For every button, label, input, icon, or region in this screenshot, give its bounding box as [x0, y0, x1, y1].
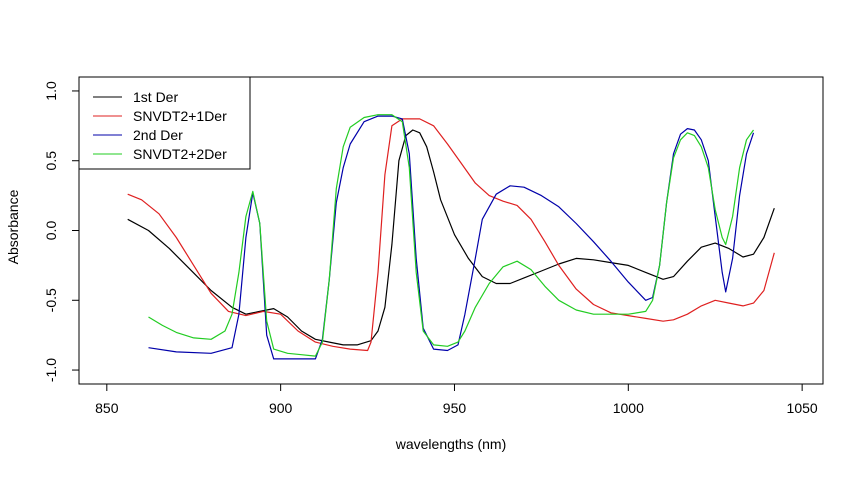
- y-axis-label: Absorbance: [5, 189, 21, 264]
- legend-label-snvdt2-2der: SNVDT2+2Der: [133, 146, 227, 162]
- x-axis-label: wavelengths (nm): [395, 436, 507, 452]
- y-axis: -1.0 -0.5 0.0 0.5 1.0: [43, 81, 80, 382]
- legend-label-1st-der: 1st Der: [133, 89, 178, 105]
- legend: 1st Der SNVDT2+1Der 2nd Der SNVDT2+2Der: [78, 76, 251, 170]
- x-tick-label: 950: [443, 400, 467, 416]
- series-line-2nd-der: [148, 115, 755, 360]
- y-tick-label: 1.0: [43, 81, 59, 101]
- series-line-snvdt2-1der: [127, 118, 775, 352]
- x-axis: 850 900 950 1000 1050: [95, 383, 818, 416]
- x-tick-label: 1000: [613, 400, 644, 416]
- series-line-1st-der: [127, 129, 775, 346]
- legend-label-snvdt2-1der: SNVDT2+1Der: [133, 108, 227, 124]
- legend-label-2nd-der: 2nd Der: [133, 127, 183, 143]
- x-tick-label: 900: [269, 400, 293, 416]
- x-tick-label: 1050: [787, 400, 818, 416]
- x-tick-label: 850: [95, 400, 119, 416]
- series-layer: [127, 114, 775, 360]
- y-tick-label: 0.0: [43, 221, 59, 241]
- y-tick-label: 0.5: [43, 151, 59, 171]
- y-tick-label: -0.5: [43, 288, 59, 312]
- series-line-snvdt2-2der: [148, 114, 754, 357]
- y-tick-label: -1.0: [43, 358, 59, 382]
